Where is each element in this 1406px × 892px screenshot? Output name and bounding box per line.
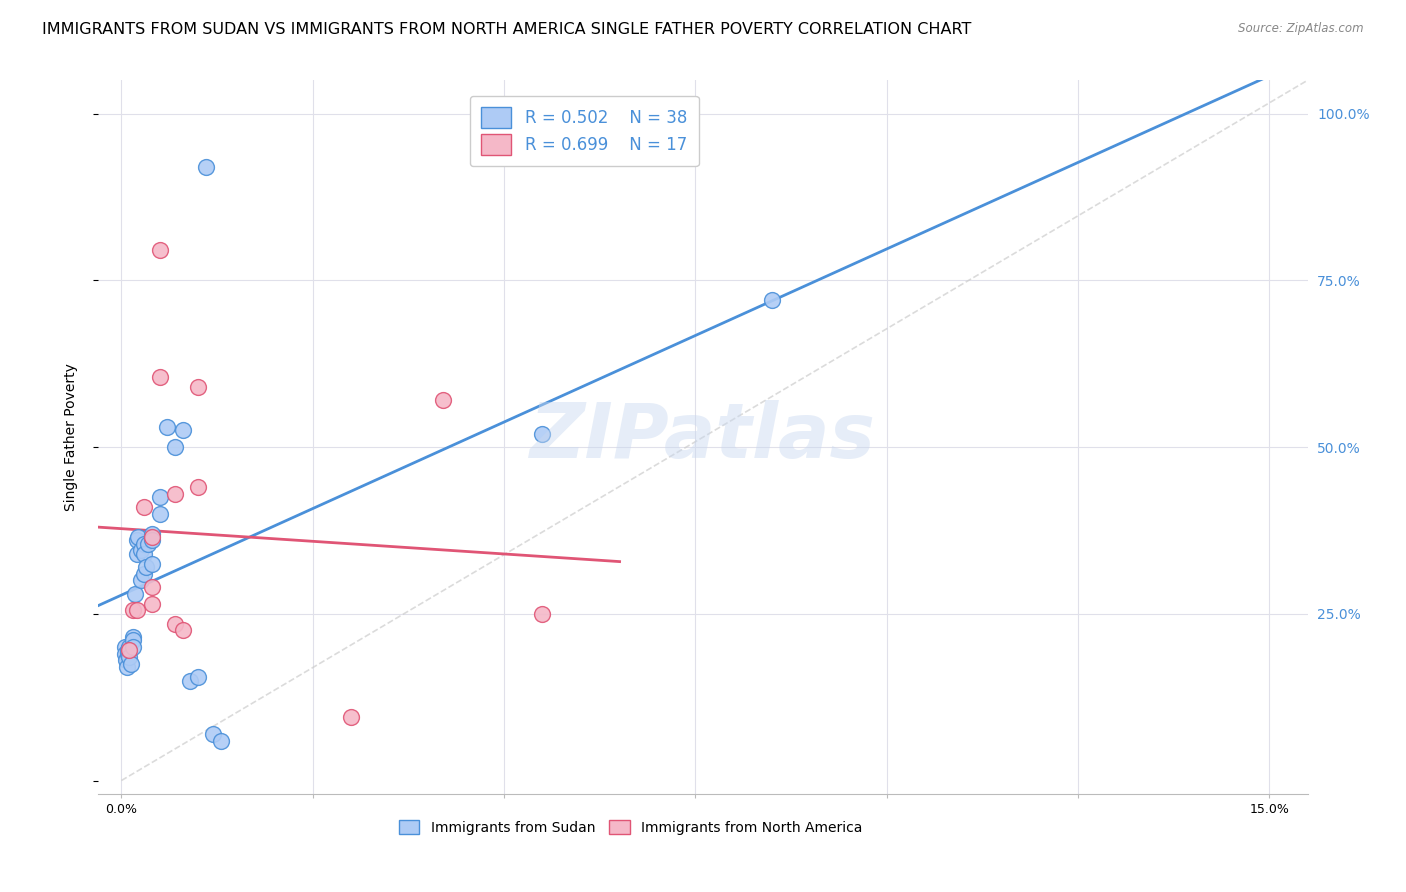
Text: ZIPatlas: ZIPatlas: [530, 401, 876, 474]
Point: [141, 597, 163, 611]
Point: [118, 650, 141, 665]
Point: [135, 560, 157, 574]
Point: [141, 557, 163, 571]
Text: Source: ZipAtlas.com: Source: ZipAtlas.com: [1239, 22, 1364, 36]
Point: [121, 633, 143, 648]
Point: [187, 380, 209, 394]
Y-axis label: Single Father Poverty: Single Father Poverty: [63, 363, 77, 511]
Point: [115, 653, 138, 667]
Point: [149, 490, 172, 504]
Point: [129, 574, 152, 588]
Point: [531, 607, 554, 621]
Point: [163, 440, 186, 454]
Point: [120, 657, 142, 671]
Point: [141, 530, 163, 544]
Point: [114, 640, 136, 655]
Point: [187, 480, 209, 494]
Point: [117, 647, 139, 661]
Point: [149, 370, 172, 384]
Legend: Immigrants from Sudan, Immigrants from North America: Immigrants from Sudan, Immigrants from N…: [394, 814, 868, 840]
Point: [118, 643, 141, 657]
Point: [172, 624, 194, 638]
Point: [156, 420, 179, 434]
Text: IMMIGRANTS FROM SUDAN VS IMMIGRANTS FROM NORTH AMERICA SINGLE FATHER POVERTY COR: IMMIGRANTS FROM SUDAN VS IMMIGRANTS FROM…: [42, 22, 972, 37]
Point: [202, 727, 225, 741]
Point: [125, 603, 148, 617]
Point: [141, 580, 163, 594]
Point: [115, 660, 138, 674]
Point: [209, 733, 232, 747]
Point: [141, 526, 163, 541]
Point: [125, 547, 148, 561]
Point: [117, 643, 139, 657]
Point: [134, 537, 156, 551]
Point: [114, 647, 136, 661]
Point: [340, 710, 363, 724]
Point: [125, 533, 148, 548]
Point: [136, 537, 159, 551]
Point: [187, 670, 209, 684]
Point: [134, 566, 156, 581]
Point: [124, 587, 146, 601]
Point: [761, 293, 783, 308]
Point: [121, 630, 143, 644]
Point: [163, 487, 186, 501]
Point: [179, 673, 201, 688]
Point: [134, 547, 156, 561]
Point: [127, 530, 149, 544]
Point: [121, 603, 143, 617]
Point: [129, 543, 152, 558]
Point: [163, 616, 186, 631]
Point: [172, 424, 194, 438]
Point: [121, 640, 143, 655]
Point: [141, 533, 163, 548]
Point: [118, 640, 141, 655]
Point: [149, 244, 172, 258]
Point: [194, 160, 217, 174]
Point: [531, 426, 554, 441]
Point: [134, 500, 156, 515]
Point: [432, 393, 454, 408]
Point: [149, 507, 172, 521]
